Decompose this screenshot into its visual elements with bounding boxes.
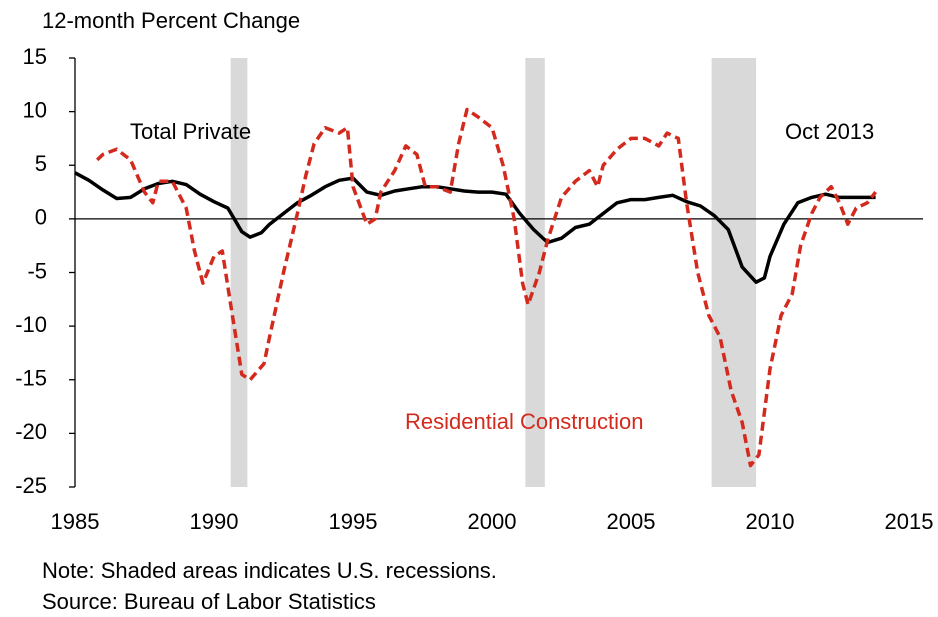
x-tick-label: 1990	[190, 509, 239, 534]
x-tick-label: 2005	[607, 509, 656, 534]
annotation: Total Private	[130, 119, 251, 144]
recession-band	[525, 58, 545, 487]
x-tick-label: 2010	[746, 509, 795, 534]
y-tick-label: 0	[35, 205, 47, 230]
x-tick-label: 1985	[51, 509, 100, 534]
x-tick-label: 2015	[885, 509, 934, 534]
recession-band	[230, 58, 248, 487]
source: Source: Bureau of Labor Statistics	[42, 589, 376, 614]
x-tick-label: 1995	[329, 509, 378, 534]
series-line	[74, 171, 876, 284]
y-tick-label: -5	[27, 258, 47, 283]
y-tick-label: -10	[15, 312, 47, 337]
recession-layer	[230, 58, 757, 487]
y-tick-label: 5	[35, 151, 47, 176]
note: Note: Shaded areas indicates U.S. recess…	[42, 558, 497, 583]
y-tick-label: 15	[23, 44, 47, 69]
y-axis-label: 12-month Percent Change	[42, 8, 300, 33]
annotation: Residential Construction	[405, 409, 643, 434]
annotation: Oct 2013	[785, 119, 874, 144]
y-tick-label: -15	[15, 366, 47, 391]
series-line	[95, 107, 877, 468]
y-tick-label: -25	[15, 473, 47, 498]
x-tick-label: 2000	[468, 509, 517, 534]
y-tick-label: 10	[23, 97, 47, 122]
y-tick-label: -20	[15, 419, 47, 444]
